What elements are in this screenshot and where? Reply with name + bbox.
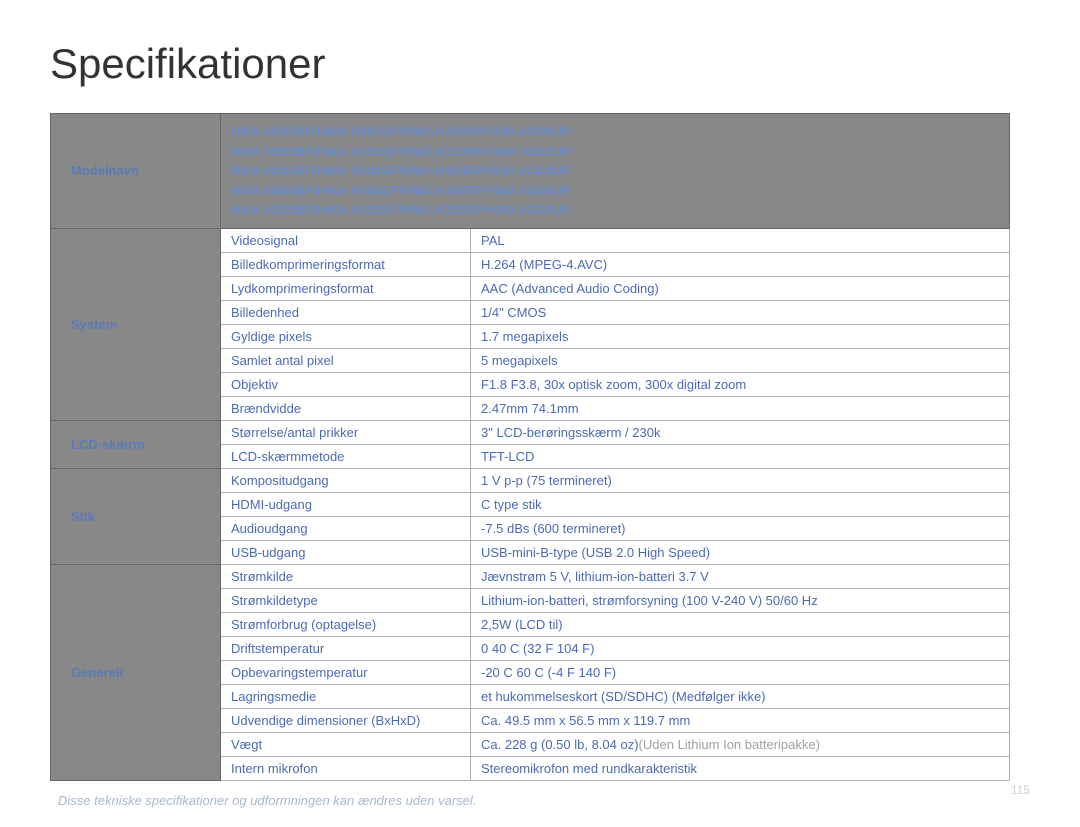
spec-label: Udvendige dimensioner (BxHxD): [221, 708, 471, 732]
section-label: Generelt: [51, 564, 221, 780]
spec-label: LCD-skærmmetode: [221, 444, 471, 468]
spec-value: 1/4" CMOS: [471, 300, 1010, 324]
page-number: 115: [1011, 783, 1030, 797]
spec-value: -20 C 60 C (-4 F 140 F): [471, 660, 1010, 684]
spec-label: Billedenhed: [221, 300, 471, 324]
spec-label: Strømforbrug (optagelse): [221, 612, 471, 636]
spec-value: USB-mini-B-type (USB 2.0 High Speed): [471, 540, 1010, 564]
spec-label: Kompositudgang: [221, 468, 471, 492]
spec-label: Vægt: [221, 732, 471, 756]
spec-label: HDMI-udgang: [221, 492, 471, 516]
section-label: LCD-skærm: [51, 420, 221, 468]
spec-label: Billedkomprimeringsformat: [221, 252, 471, 276]
spec-label: Videosignal: [221, 228, 471, 252]
spec-value: 2,5W (LCD til): [471, 612, 1010, 636]
table-row: LCD-skærmStørrelse/antal prikker3" LCD-b…: [51, 420, 1010, 444]
spec-label: Driftstemperatur: [221, 636, 471, 660]
spec-value: Lithium-ion-batteri, strømforsyning (100…: [471, 588, 1010, 612]
spec-label: Gyldige pixels: [221, 324, 471, 348]
table-row: SystemVideosignalPAL: [51, 228, 1010, 252]
spec-label: Samlet antal pixel: [221, 348, 471, 372]
spec-value: 5 megapixels: [471, 348, 1010, 372]
spec-value: 1 V p-p (75 termineret): [471, 468, 1010, 492]
table-row: StikKompositudgang1 V p-p (75 termineret…: [51, 468, 1010, 492]
spec-label: Strømkildetype: [221, 588, 471, 612]
section-label: Stik: [51, 468, 221, 564]
spec-label: Strømkilde: [221, 564, 471, 588]
spec-value: 0 40 C (32 F 104 F): [471, 636, 1010, 660]
spec-label: Lydkomprimeringsformat: [221, 276, 471, 300]
spec-label: Audioudgang: [221, 516, 471, 540]
spec-label: Brændvidde: [221, 396, 471, 420]
spec-value: F1.8 F3.8, 30x optisk zoom, 300x digital…: [471, 372, 1010, 396]
spec-value: TFT-LCD: [471, 444, 1010, 468]
spec-value: Ca. 228 g (0.50 lb, 8.04 oz)(Uden Lithiu…: [471, 732, 1010, 756]
page-title: Specifikationer: [50, 40, 1030, 88]
spec-value: PAL: [471, 228, 1010, 252]
spec-label: USB-udgang: [221, 540, 471, 564]
table-row: GenereltStrømkildeJævnstrøm 5 V, lithium…: [51, 564, 1010, 588]
spec-value: Jævnstrøm 5 V, lithium-ion-batteri 3.7 V: [471, 564, 1010, 588]
section-label-modelnavn: Modelnavn: [51, 114, 221, 229]
spec-label: Opbevaringstemperatur: [221, 660, 471, 684]
footer-note: Disse tekniske specifikationer og udform…: [50, 793, 1030, 808]
section-label: System: [51, 228, 221, 420]
spec-value: AAC (Advanced Audio Coding): [471, 276, 1010, 300]
spec-value: 3" LCD-berøringsskærm / 230k: [471, 420, 1010, 444]
spec-table: ModelnavnHMX-H300BP/HMX-H300SP/HMX-H300R…: [50, 113, 1010, 781]
spec-value: -7.5 dBs (600 termineret): [471, 516, 1010, 540]
spec-value: C type stik: [471, 492, 1010, 516]
spec-value: H.264 (MPEG-4.AVC): [471, 252, 1010, 276]
spec-value: Stereomikrofon med rundkarakteristik: [471, 756, 1010, 780]
spec-value: et hukommelseskort (SD/SDHC) (Medfølger …: [471, 684, 1010, 708]
header-row: ModelnavnHMX-H300BP/HMX-H300SP/HMX-H300R…: [51, 114, 1010, 229]
model-list: HMX-H300BP/HMX-H300SP/HMX-H300RP/HMX-H30…: [221, 114, 1010, 229]
spec-value: 1.7 megapixels: [471, 324, 1010, 348]
spec-value: Ca. 49.5 mm x 56.5 mm x 119.7 mm: [471, 708, 1010, 732]
spec-label: Lagringsmedie: [221, 684, 471, 708]
spec-label: Objektiv: [221, 372, 471, 396]
spec-label: Intern mikrofon: [221, 756, 471, 780]
spec-label: Størrelse/antal prikker: [221, 420, 471, 444]
spec-value: 2.47mm 74.1mm: [471, 396, 1010, 420]
